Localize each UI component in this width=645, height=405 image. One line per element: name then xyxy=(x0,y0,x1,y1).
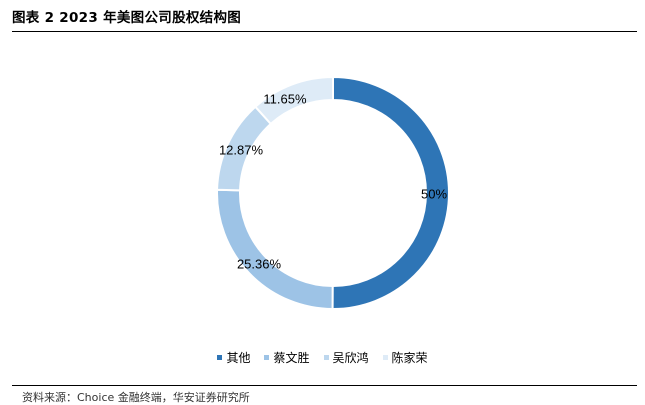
chart-title: 图表 2 2023 年美图公司股权结构图 xyxy=(12,10,242,26)
data-label-3: 11.65% xyxy=(263,91,307,106)
legend-swatch xyxy=(217,355,223,360)
legend-label: 其他 xyxy=(226,351,251,365)
legend-swatch xyxy=(264,355,270,360)
donut-data-labels: 50% 25.36% 12.87% 11.65% xyxy=(219,91,447,271)
legend-item: 吴欣鸿 xyxy=(323,349,369,366)
donut-slices xyxy=(216,75,450,311)
legend-swatch xyxy=(323,355,329,360)
legend-item: 蔡文胜 xyxy=(264,349,310,366)
legend-label: 吴欣鸿 xyxy=(332,351,369,365)
slice-3 xyxy=(253,75,334,126)
data-label-1: 25.36% xyxy=(237,256,282,271)
source-note: 资料来源：Choice 金融终端，华安证券研究所 xyxy=(22,391,250,404)
legend-item: 其他 xyxy=(217,349,250,366)
title-rule xyxy=(12,31,637,32)
data-label-0: 50% xyxy=(421,186,447,201)
legend-label: 蔡文胜 xyxy=(273,351,310,365)
data-label-2: 12.87% xyxy=(219,142,264,157)
legend-label: 陈家荣 xyxy=(391,351,428,365)
legend-item: 陈家荣 xyxy=(382,349,428,366)
source-rule xyxy=(12,385,637,386)
legend-swatch xyxy=(382,355,388,360)
chart-legend: 其他 蔡文胜 吴欣鸿 陈家荣 xyxy=(0,349,645,366)
slice-1 xyxy=(216,188,334,311)
